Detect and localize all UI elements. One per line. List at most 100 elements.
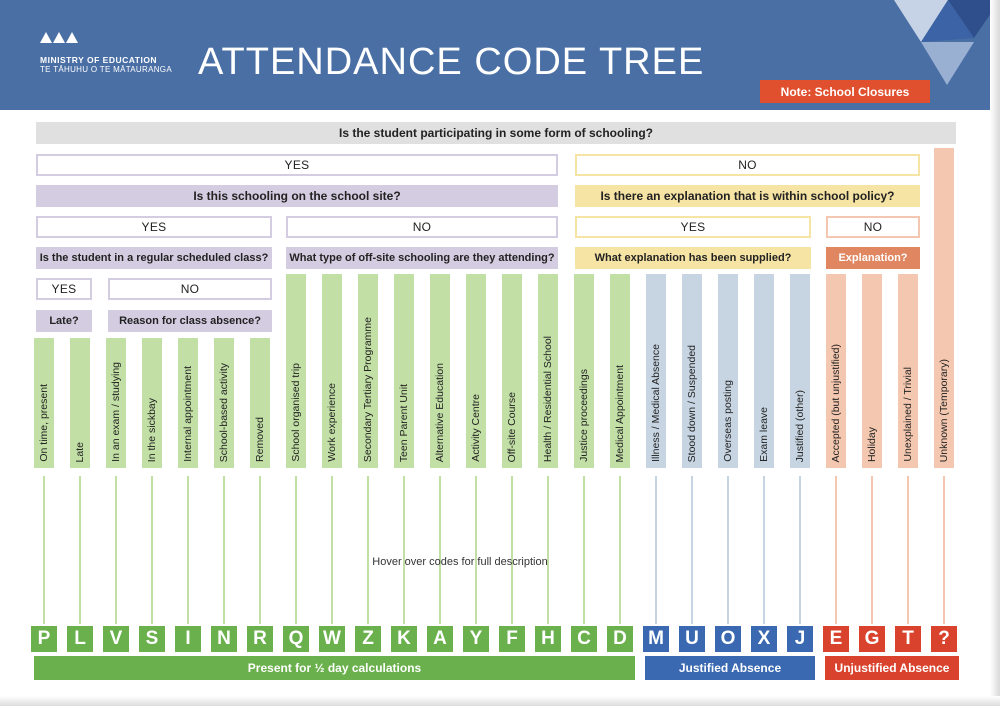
question-explanation-supplied: What explanation has been supplied? — [575, 247, 811, 269]
code-tile-unknown[interactable]: ? — [931, 626, 957, 652]
footer-justified: Justified Absence — [645, 656, 815, 680]
code-tile-f[interactable]: F — [499, 626, 525, 652]
question-regular-class: Is the student in a regular scheduled cl… — [36, 247, 272, 269]
ministry-name: MINISTRY OF EDUCATION — [40, 55, 158, 65]
code-tile-i[interactable]: I — [175, 626, 201, 652]
question-unexplained: Explanation? — [826, 247, 920, 269]
connector-line — [727, 476, 729, 624]
connector-line — [907, 476, 909, 624]
reason-label: Work experience — [326, 383, 338, 462]
answer-yes-regular: YES — [36, 278, 92, 300]
code-tile-n[interactable]: N — [211, 626, 237, 652]
code-tile-d[interactable]: D — [607, 626, 633, 652]
reason-column-s: In the sickbay — [142, 338, 162, 468]
code-tile-z[interactable]: Z — [355, 626, 381, 652]
code-tile-y[interactable]: Y — [463, 626, 489, 652]
reason-label: Holiday — [866, 426, 878, 462]
code-tile-e[interactable]: E — [823, 626, 849, 652]
answer-yes-policy: YES — [575, 216, 811, 238]
code-tile-q[interactable]: Q — [283, 626, 309, 652]
question-school-site: Is this schooling on the school site? — [36, 185, 558, 207]
reason-label: On time, present — [38, 384, 50, 462]
reason-label: Justified (other) — [794, 389, 806, 462]
reason-column-g: Holiday — [862, 274, 882, 468]
reason-column-p: On time, present — [34, 338, 54, 468]
page-title: ATTENDANCE CODE TREE — [198, 41, 705, 83]
code-tile-w[interactable]: W — [319, 626, 345, 652]
reason-label: Secondary Tertiary Programme — [362, 316, 374, 462]
reason-label: Unexplained / Trivial — [902, 367, 914, 462]
connector-line — [547, 476, 549, 624]
connector-line — [943, 476, 945, 624]
reason-column-x: Exam leave — [754, 274, 774, 468]
reason-column-a: Alternative Education — [430, 274, 450, 468]
school-closures-note-button[interactable]: Note: School Closures — [760, 80, 930, 103]
connector-line — [763, 476, 765, 624]
code-tile-u[interactable]: U — [679, 626, 705, 652]
reason-column-v: In an exam / studying — [106, 338, 126, 468]
reason-column-unknown: Unknown (Temporary) — [934, 148, 954, 468]
code-tile-g[interactable]: G — [859, 626, 885, 652]
decorative-triangles-icon — [894, 0, 1000, 85]
connector-line — [619, 476, 621, 624]
connector-line — [223, 476, 225, 624]
page-shadow-right — [990, 0, 1000, 706]
code-tile-h[interactable]: H — [535, 626, 561, 652]
reason-column-o: Overseas posting — [718, 274, 738, 468]
connector-line — [115, 476, 117, 624]
reason-column-m: Illness / Medical Absence — [646, 274, 666, 468]
reason-label: In an exam / studying — [110, 362, 122, 462]
connector-line — [295, 476, 297, 624]
reason-column-r: Removed — [250, 338, 270, 468]
header-banner: MINISTRY OF EDUCATION TE TĀHUHU O TE MĀT… — [0, 0, 1000, 110]
reason-column-l: Late — [70, 338, 90, 468]
hover-hint: Hover over codes for full description — [372, 556, 548, 568]
reason-label: Medical Appointment — [614, 364, 626, 462]
code-tile-x[interactable]: X — [751, 626, 777, 652]
answer-yes-site: YES — [36, 216, 272, 238]
reason-column-z: Secondary Tertiary Programme — [358, 274, 378, 468]
code-tile-t[interactable]: T — [895, 626, 921, 652]
reason-column-n: School-based activity — [214, 338, 234, 468]
connector-line — [259, 476, 261, 624]
reason-column-w: Work experience — [322, 274, 342, 468]
reason-column-j: Justified (other) — [790, 274, 810, 468]
connector-line — [151, 476, 153, 624]
reason-column-q: School organised trip — [286, 274, 306, 468]
connector-line — [439, 476, 441, 624]
connector-line — [655, 476, 657, 624]
reason-column-f: Off-site Course — [502, 274, 522, 468]
reason-label: Alternative Education — [434, 362, 446, 462]
reason-label: In the sickbay — [146, 397, 158, 462]
code-tile-m[interactable]: M — [643, 626, 669, 652]
code-tile-p[interactable]: P — [31, 626, 57, 652]
connector-line — [799, 476, 801, 624]
reason-label: Health / Residential School — [542, 335, 554, 462]
ministry-logo-icon — [40, 32, 78, 43]
reason-column-k: Teen Parent Unit — [394, 274, 414, 468]
code-tile-l[interactable]: L — [67, 626, 93, 652]
reason-label: Overseas posting — [722, 380, 734, 462]
reason-column-t: Unexplained / Trivial — [898, 274, 918, 468]
code-tile-o[interactable]: O — [715, 626, 741, 652]
code-tile-c[interactable]: C — [571, 626, 597, 652]
code-tile-k[interactable]: K — [391, 626, 417, 652]
code-tile-j[interactable]: J — [787, 626, 813, 652]
reason-label: Off-site Course — [506, 391, 518, 462]
reason-label: Accepted (but unjustified) — [830, 343, 842, 462]
question-schooling: Is the student participating in some for… — [36, 122, 956, 144]
connector-line — [835, 476, 837, 624]
answer-yes-schooling: YES — [36, 154, 558, 176]
code-tile-v[interactable]: V — [103, 626, 129, 652]
footer-unjustified: Unjustified Absence — [825, 656, 959, 680]
reason-label: Removed — [254, 417, 266, 462]
connector-line — [367, 476, 369, 624]
connector-line — [403, 476, 405, 624]
connector-line — [43, 476, 45, 624]
code-tile-a[interactable]: A — [427, 626, 453, 652]
reason-column-u: Stood down / Suspended — [682, 274, 702, 468]
question-offsite-type: What type of off-site schooling are they… — [286, 247, 558, 269]
code-tile-s[interactable]: S — [139, 626, 165, 652]
answer-no-regular: NO — [108, 278, 272, 300]
code-tile-r[interactable]: R — [247, 626, 273, 652]
